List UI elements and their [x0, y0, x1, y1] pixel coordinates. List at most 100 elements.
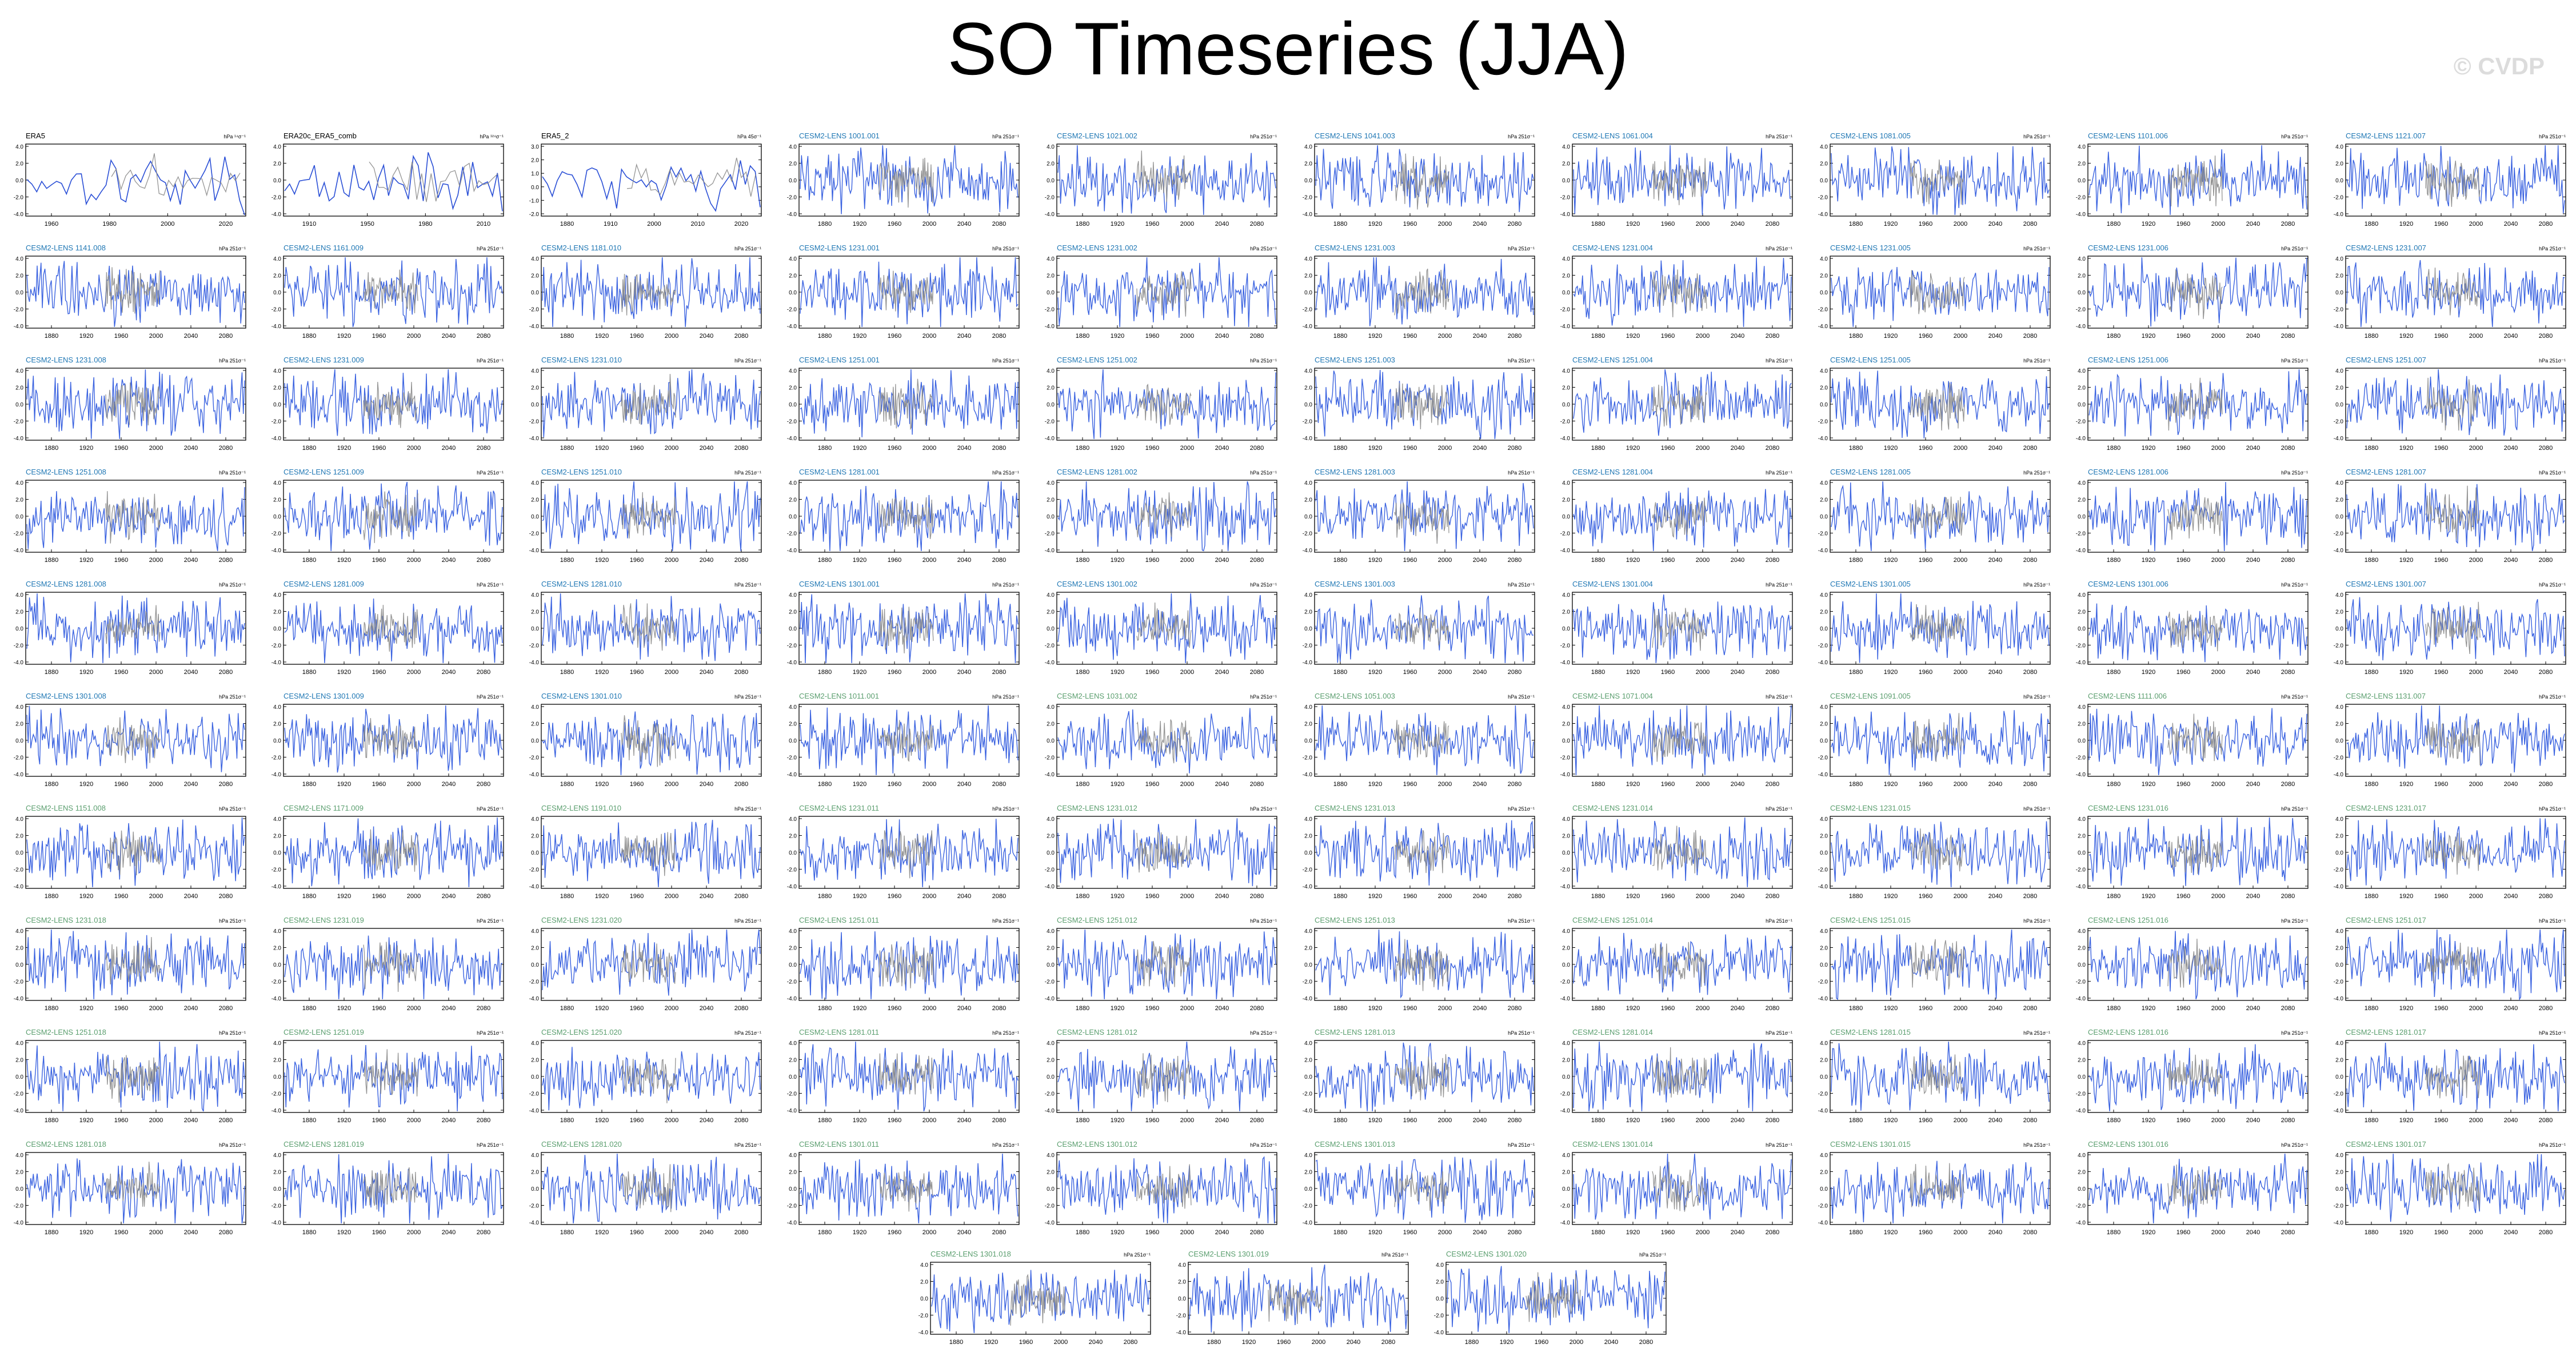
panel-units: hPa 251σ⁻¹: [734, 1030, 761, 1036]
panel-units: hPa ¹⁴σ⁻¹: [223, 134, 246, 139]
panel-title: CESM2-LENS 1121.007: [2346, 131, 2426, 140]
y-tick-label: 0.0: [1820, 514, 1828, 520]
y-tick-label: -4.0: [1560, 1108, 1571, 1114]
y-tick-label: -2.0: [2334, 755, 2344, 761]
y-tick-label: 0.0: [15, 962, 23, 968]
x-tick-label: 1920: [1111, 1229, 1124, 1236]
y-tick-label: 4.0: [1562, 1152, 1570, 1159]
panel-units: hPa 251σ⁻¹: [1124, 1252, 1151, 1258]
x-tick-label: 1960: [1145, 1229, 1159, 1236]
x-tick-label: 2000: [2211, 557, 2225, 564]
x-tick-label: 2000: [2211, 893, 2225, 900]
y-tick-label: 4.0: [15, 704, 23, 711]
y-tick-label: 2.0: [1562, 161, 1570, 167]
timeseries-panel: CESM2-LENS 1231.009 hPa 251σ⁻¹4.02.00.0-2…: [271, 356, 504, 452]
x-tick-label: 1950: [360, 221, 374, 228]
panel-units: hPa 251σ⁻¹: [477, 918, 504, 924]
x-tick-label: 2080: [477, 1005, 490, 1012]
x-tick-label: 2000: [2211, 221, 2225, 228]
timeseries-panel: CESM2-LENS 1301.002 hPa 251σ⁻¹4.02.00.0-2…: [1045, 580, 1277, 676]
y-tick-label: -4.0: [271, 996, 282, 1002]
watermark-text: © CVDP: [2453, 53, 2545, 79]
panel-units: hPa 251σ⁻¹: [2539, 246, 2566, 252]
panel-title: CESM2-LENS 1031.002: [1057, 692, 1137, 700]
x-tick-label: 1880: [2107, 893, 2120, 900]
panel-units: hPa 251σ⁻¹: [2539, 918, 2566, 924]
x-tick-label: 1920: [853, 1117, 866, 1124]
timeseries-panel: CESM2-LENS 1251.004 hPa 251σ⁻¹4.02.00.0-2…: [1560, 356, 1793, 452]
x-tick-label: 1880: [45, 781, 58, 788]
x-tick-label: 1960: [888, 557, 901, 564]
y-tick-label: 2.0: [1562, 273, 1570, 280]
x-tick-label: 1920: [853, 221, 866, 228]
y-tick-label: -2.0: [787, 531, 797, 537]
y-tick-label: -4.0: [529, 324, 540, 330]
y-tick-label: 4.0: [1304, 256, 1312, 262]
x-tick-label: 1960: [2434, 781, 2448, 788]
overlay-line: [1394, 939, 1449, 991]
y-tick-label: -4.0: [14, 772, 24, 778]
x-tick-label: 2040: [1347, 1339, 1360, 1346]
panel-frame: [1572, 368, 1793, 441]
x-tick-label: 1960: [2434, 893, 2448, 900]
timeseries-panel: CESM2-LENS 1131.007 hPa 251σ⁻¹4.02.00.0-2…: [2334, 692, 2566, 788]
y-tick-label: -4.0: [2334, 996, 2344, 1002]
x-tick-label: 2000: [1696, 669, 1710, 676]
timeseries-panel: CESM2-LENS 1251.003 hPa 251σ⁻¹4.02.00.0-2…: [1303, 356, 1535, 452]
y-tick-label: 4.0: [789, 480, 797, 486]
y-tick-label: -4.0: [787, 212, 797, 218]
y-tick-label: 2.0: [1304, 833, 1312, 840]
x-tick-label: 1880: [2365, 445, 2378, 452]
y-tick-label: 4.0: [531, 368, 539, 374]
x-tick-label: 2080: [2023, 781, 2037, 788]
y-tick-label: 4.0: [1820, 1152, 1828, 1159]
x-tick-label: 1920: [337, 333, 351, 340]
panel-units: hPa 251σ⁻¹: [477, 1030, 504, 1036]
x-tick-label: 1920: [853, 445, 866, 452]
x-tick-label: 1880: [302, 893, 316, 900]
y-tick-label: 2.0: [531, 385, 539, 392]
y-tick-label: -2.0: [529, 867, 540, 874]
x-tick-label: 2040: [1988, 1005, 2002, 1012]
timeseries-panel: CESM2-LENS 1081.005 hPa 251σ⁻¹4.02.00.0-2…: [1818, 131, 2051, 228]
x-tick-label: 2010: [477, 221, 490, 228]
x-tick-label: 2080: [1766, 1117, 1779, 1124]
y-tick-label: 4.0: [1047, 368, 1055, 374]
overlay-line: [105, 267, 161, 314]
y-tick-label: 0.0: [1562, 962, 1570, 968]
overlay-line: [2425, 377, 2481, 431]
timeseries-panel: CESM2-LENS 1041.003 hPa 251σ⁻¹4.02.00.0-2…: [1303, 131, 1535, 228]
y-tick-label: -2.0: [1560, 307, 1571, 313]
y-tick-label: 2.0: [789, 497, 797, 504]
panel-units: hPa 251σ⁻¹: [992, 134, 1019, 139]
x-tick-label: 2000: [2211, 669, 2225, 676]
x-tick-label: 1960: [372, 445, 386, 452]
y-tick-label: -4.0: [2076, 996, 2086, 1002]
y-tick-label: -2.0: [1560, 1091, 1571, 1098]
y-tick-label: 2.0: [1820, 1170, 1828, 1176]
x-tick-label: 2000: [665, 333, 678, 340]
x-tick-label: 1920: [79, 1229, 93, 1236]
x-tick-label: 2000: [1696, 1229, 1710, 1236]
y-tick-label: 2.0: [2078, 385, 2086, 392]
x-tick-label: 1880: [1849, 333, 1863, 340]
x-tick-label: 2040: [1473, 1005, 1487, 1012]
panel-units: hPa 251σ⁻¹: [1766, 1030, 1792, 1036]
timeseries-panel: CESM2-LENS 1281.010 hPa 251σ⁻¹4.02.00.0-2…: [529, 580, 762, 676]
x-tick-label: 2080: [734, 781, 748, 788]
y-tick-label: -4.0: [1045, 996, 1055, 1002]
y-tick-label: -2.0: [1560, 867, 1571, 874]
x-tick-label: 2080: [2281, 445, 2295, 452]
x-tick-label: 2080: [1508, 221, 1521, 228]
timeseries-panel: CESM2-LENS 1071.004 hPa 251σ⁻¹4.02.00.0-2…: [1560, 692, 1793, 788]
timeseries-panel: CESM2-LENS 1021.002 hPa 251σ⁻¹4.02.00.0-2…: [1045, 131, 1277, 228]
x-tick-label: 2040: [184, 1229, 198, 1236]
x-tick-label: 1880: [818, 1005, 832, 1012]
x-tick-label: 1920: [1368, 445, 1382, 452]
x-tick-label: 1960: [114, 893, 128, 900]
x-tick-label: 1880: [1591, 1117, 1605, 1124]
x-tick-label: 1920: [595, 893, 609, 900]
y-tick-label: -2.0: [529, 1091, 540, 1098]
timeseries-panel: CESM2-LENS 1301.005 hPa 251σ⁻¹4.02.00.0-2…: [1818, 580, 2051, 676]
x-tick-label: 1920: [2142, 1005, 2155, 1012]
